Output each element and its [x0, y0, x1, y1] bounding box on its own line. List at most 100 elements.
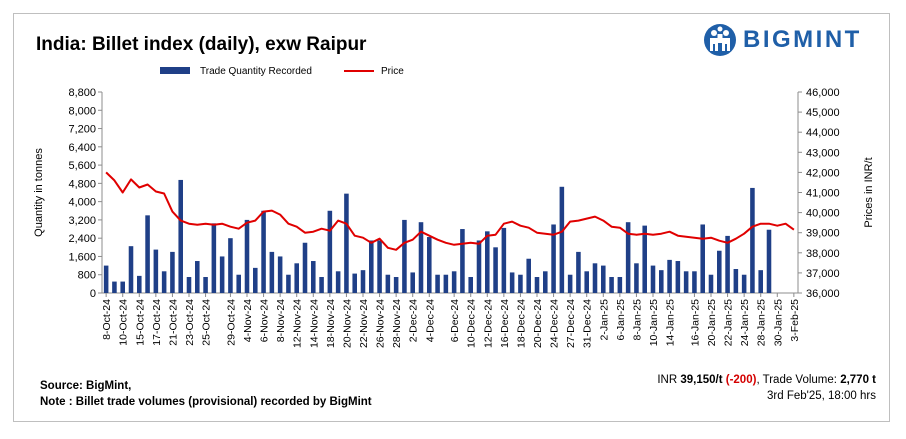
quantity-bar — [418, 222, 424, 293]
x-tick-label: 12-Nov-24 — [292, 299, 304, 348]
x-tick-label: 29-Oct-24 — [225, 299, 237, 346]
quantity-bar — [667, 259, 672, 293]
quantity-bar — [675, 261, 681, 293]
x-tick-label: 28-Nov-24 — [391, 299, 403, 348]
x-tick-label: 3-Feb-25 — [789, 299, 801, 342]
left-tick-label: 6,400 — [68, 142, 96, 154]
x-tick-label: 15-Oct-24 — [134, 299, 146, 346]
quantity-bar — [294, 263, 299, 293]
x-tick-label: 26-Nov-24 — [375, 299, 387, 348]
left-tick-label: 8,800 — [68, 87, 96, 99]
quantity-bar — [493, 247, 498, 293]
left-tick-label: 800 — [78, 270, 96, 282]
x-tick-label: 8-Nov-24 — [275, 299, 287, 342]
x-tick-label: 16-Dec-24 — [499, 299, 511, 348]
footer-summary: INR 39,150/t (-200), Trade Volume: 2,770… — [657, 372, 876, 404]
quantity-bar — [700, 224, 705, 293]
quantity-bar — [377, 240, 382, 293]
quantity-bar — [203, 277, 208, 293]
volume-prefix: , Trade Volume: — [756, 374, 841, 386]
quantity-bar — [650, 265, 656, 293]
x-tick-label: 10-Oct-24 — [118, 299, 130, 346]
x-tick-label: 4-Dec-24 — [424, 299, 436, 342]
x-tick-label: 8-Oct-24 — [101, 299, 113, 340]
x-tick-label: 6-Dec-24 — [449, 299, 461, 342]
x-tick-label: 20-Jan-25 — [706, 299, 718, 346]
quantity-bar — [460, 229, 465, 293]
legend-bar-label: Trade Quantity Recorded — [200, 66, 312, 77]
right-tick-label: 40,000 — [806, 208, 840, 220]
quantity-bar — [501, 227, 507, 293]
left-tick-label: 0 — [90, 288, 96, 300]
x-tick-label: 4-Nov-24 — [242, 299, 254, 342]
quantity-bar — [186, 277, 192, 293]
quantity-bar — [369, 240, 374, 293]
timestamp: 3rd Feb'25, 18:00 hrs — [767, 390, 876, 402]
quantity-bar — [228, 238, 233, 293]
x-tick-label: 6-Jan-25 — [615, 299, 627, 341]
x-tick-label: 18-Dec-24 — [515, 299, 527, 348]
x-tick-label: 24-Jan-25 — [739, 299, 751, 346]
right-tick-label: 46,000 — [806, 87, 840, 99]
left-tick-label: 3,200 — [68, 215, 96, 227]
x-tick-label: 2-Jan-25 — [598, 299, 610, 341]
x-tick-label: 10-Jan-25 — [648, 299, 660, 346]
quantity-bar — [178, 179, 183, 293]
quantity-bar — [103, 265, 109, 293]
right-tick-label: 45,000 — [806, 107, 840, 119]
quantity-bar — [468, 277, 473, 293]
quantity-bar — [277, 256, 283, 293]
quantity-bar — [120, 281, 125, 293]
quantity-bar — [170, 251, 175, 293]
quantity-bar — [708, 274, 714, 293]
quantity-bar — [509, 272, 515, 293]
x-tick-label: 22-Nov-24 — [358, 299, 370, 348]
volume-value: 2,770 t — [840, 374, 876, 386]
quantity-bar — [518, 274, 523, 293]
x-tick-label: 17-Oct-24 — [151, 299, 163, 346]
left-tick-label: 4,800 — [68, 178, 96, 190]
quantity-bar — [476, 240, 482, 293]
quantity-bar — [733, 269, 739, 293]
right-tick-label: 36,000 — [806, 288, 840, 300]
quantity-bar — [269, 251, 275, 293]
x-tick-label: 8-Jan-25 — [631, 299, 643, 341]
quantity-bar — [335, 271, 341, 293]
quantity-bar — [451, 271, 457, 293]
footer-notes: Source: BigMint, Note : Billet trade vol… — [40, 378, 372, 410]
brand-logo: BIGMINT — [703, 24, 862, 56]
quantity-bar — [236, 274, 241, 293]
left-tick-label: 1,600 — [68, 251, 96, 263]
x-tick-label: 23-Oct-24 — [184, 299, 196, 346]
quantity-bar — [717, 250, 722, 293]
x-tick-label: 27-Dec-24 — [565, 299, 577, 348]
brand-name: BIGMINT — [743, 26, 862, 53]
x-tick-label: 12-Dec-24 — [482, 299, 494, 348]
price-change: (-200) — [725, 374, 757, 386]
x-tick-label: 10-Dec-24 — [466, 299, 478, 348]
quantity-bar — [741, 274, 747, 293]
x-tick-label: 16-Jan-25 — [689, 299, 701, 346]
quantity-bar — [402, 219, 407, 293]
quantity-bar — [725, 235, 730, 293]
quantity-bar — [344, 193, 349, 293]
quantity-bar — [642, 225, 647, 293]
x-tick-label: 14-Jan-25 — [665, 299, 677, 346]
quantity-bar — [485, 231, 490, 293]
right-tick-label: 38,000 — [806, 248, 840, 260]
x-tick-label: 24-Dec-24 — [549, 299, 561, 348]
x-tick-label: 20-Nov-24 — [341, 299, 353, 348]
source-text: Source: BigMint, — [40, 380, 132, 392]
quantity-bar — [567, 274, 573, 293]
right-tick-label: 43,000 — [806, 147, 840, 159]
quantity-bar — [766, 229, 772, 293]
quantity-bar — [617, 277, 623, 293]
note-text: Note : Billet trade volumes (provisional… — [40, 396, 372, 408]
quantity-bar — [758, 270, 763, 293]
quantity-bar — [360, 270, 366, 293]
quantity-bar — [634, 263, 639, 293]
quantity-bar — [435, 274, 440, 293]
quantity-bar — [112, 281, 117, 293]
price-summary: INR 39,150/t (-200), Trade Volume: 2,770… — [657, 372, 876, 388]
quantity-bar — [286, 274, 291, 293]
